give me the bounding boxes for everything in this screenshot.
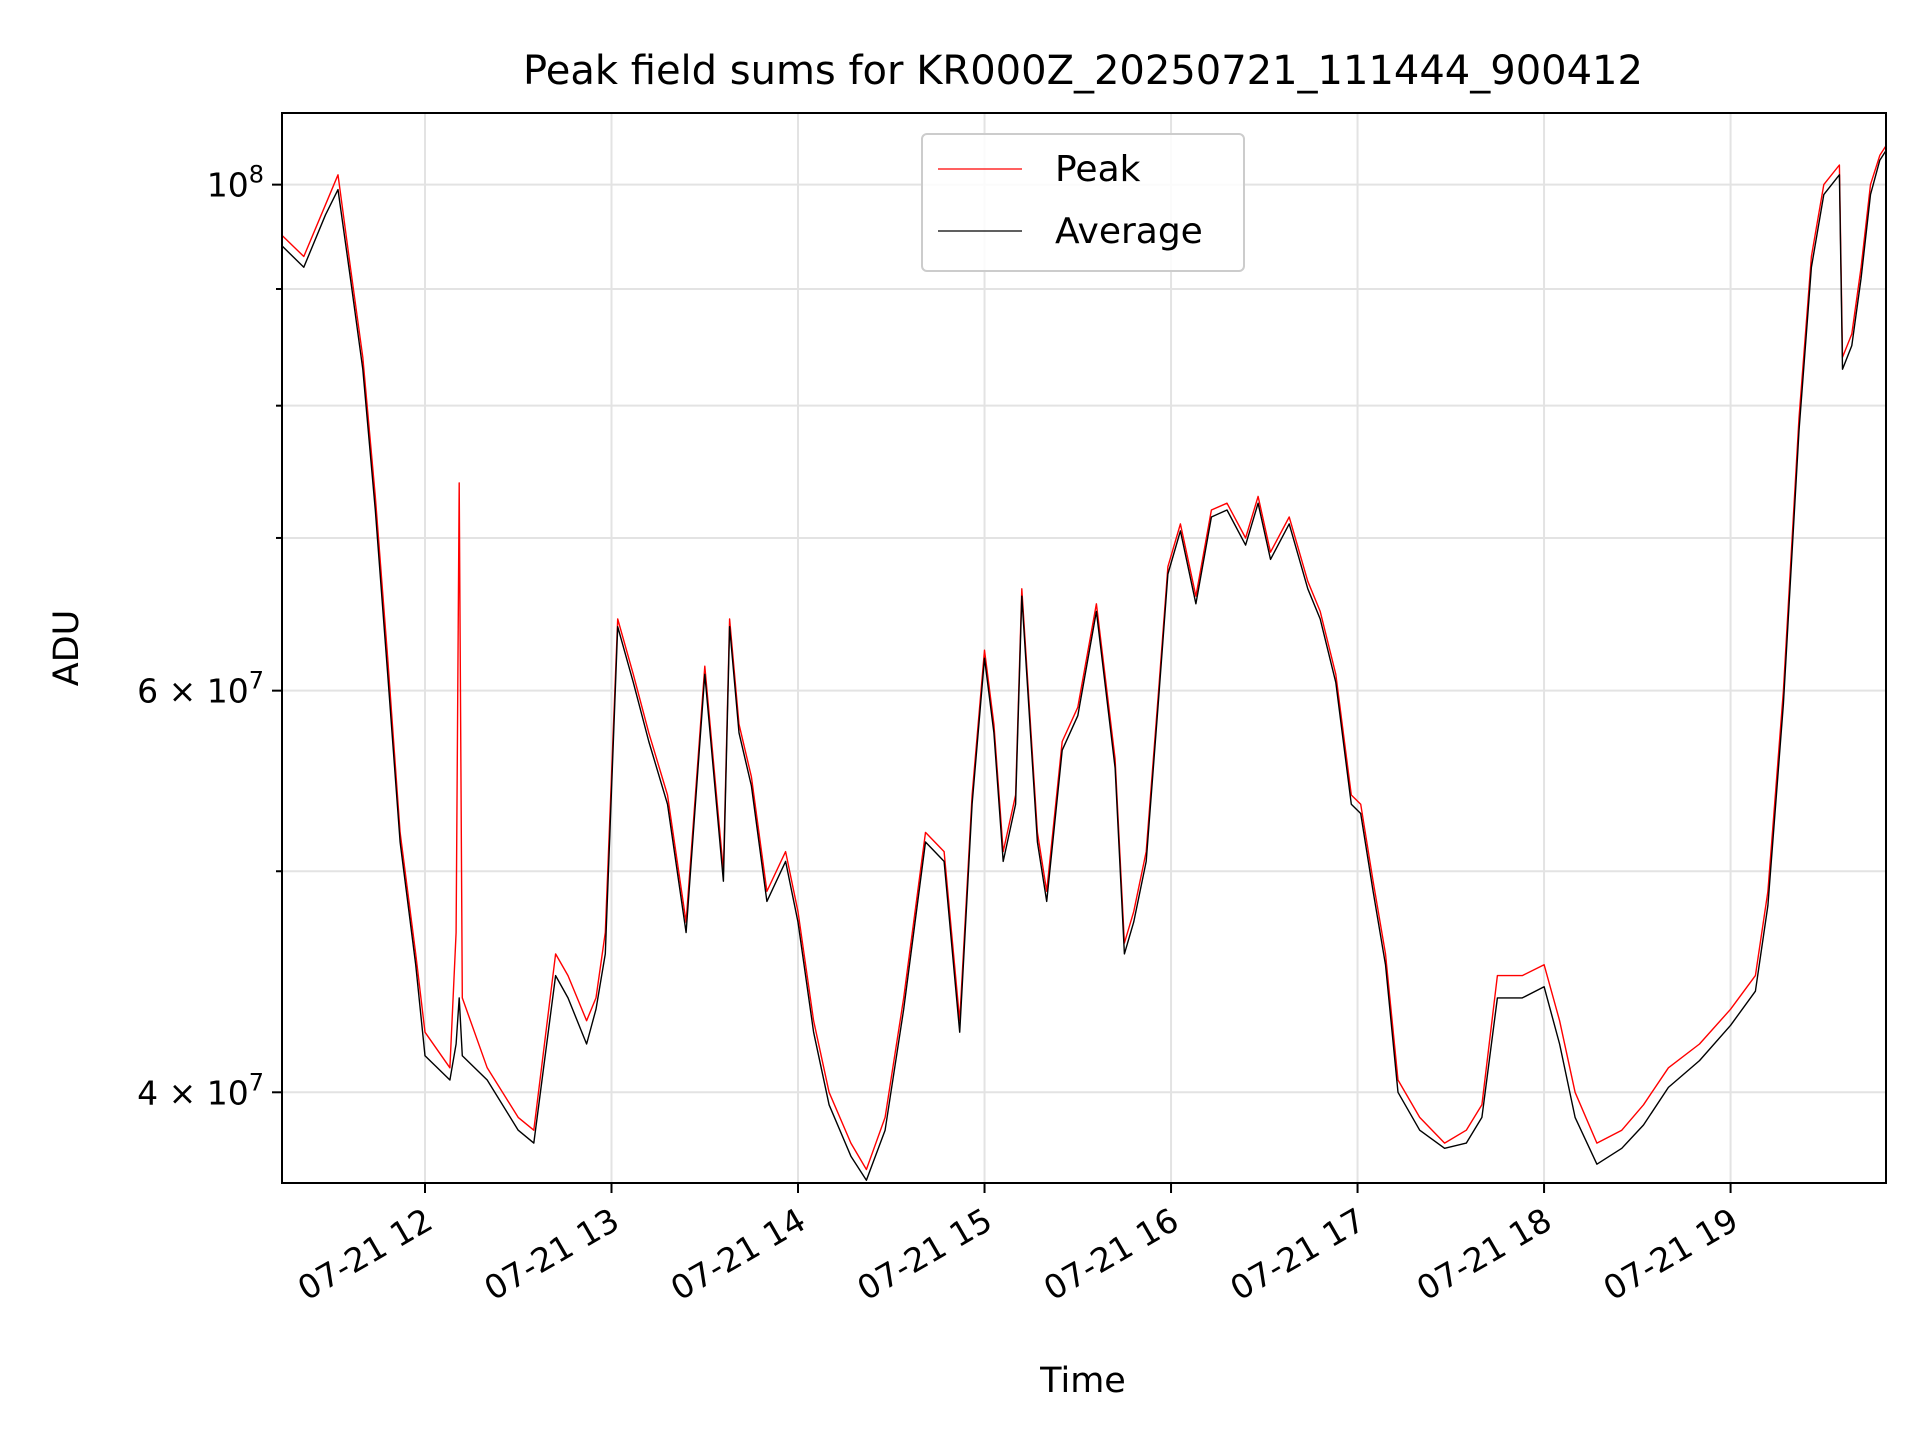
legend-label-peak: Peak [1055, 149, 1141, 190]
series-line-peak [281, 145, 1887, 1171]
series-line-average [281, 150, 1887, 1182]
legend-label-average: Average [1055, 211, 1203, 252]
y-axis-label: ADU [47, 610, 87, 687]
x-axis-label: Time [1039, 1361, 1126, 1401]
series-lines [281, 145, 1887, 1182]
y-tick-label: 4 × 107 [137, 1068, 264, 1112]
axes-frame [281, 112, 1887, 1184]
legend: Peak Average [921, 133, 1245, 272]
legend-box [921, 133, 1245, 272]
chart-title: Peak field sums for KR000Z_20250721_1114… [523, 48, 1643, 94]
y-tick-label: 108 [207, 161, 264, 205]
y-tick-label: 6 × 107 [137, 667, 264, 711]
